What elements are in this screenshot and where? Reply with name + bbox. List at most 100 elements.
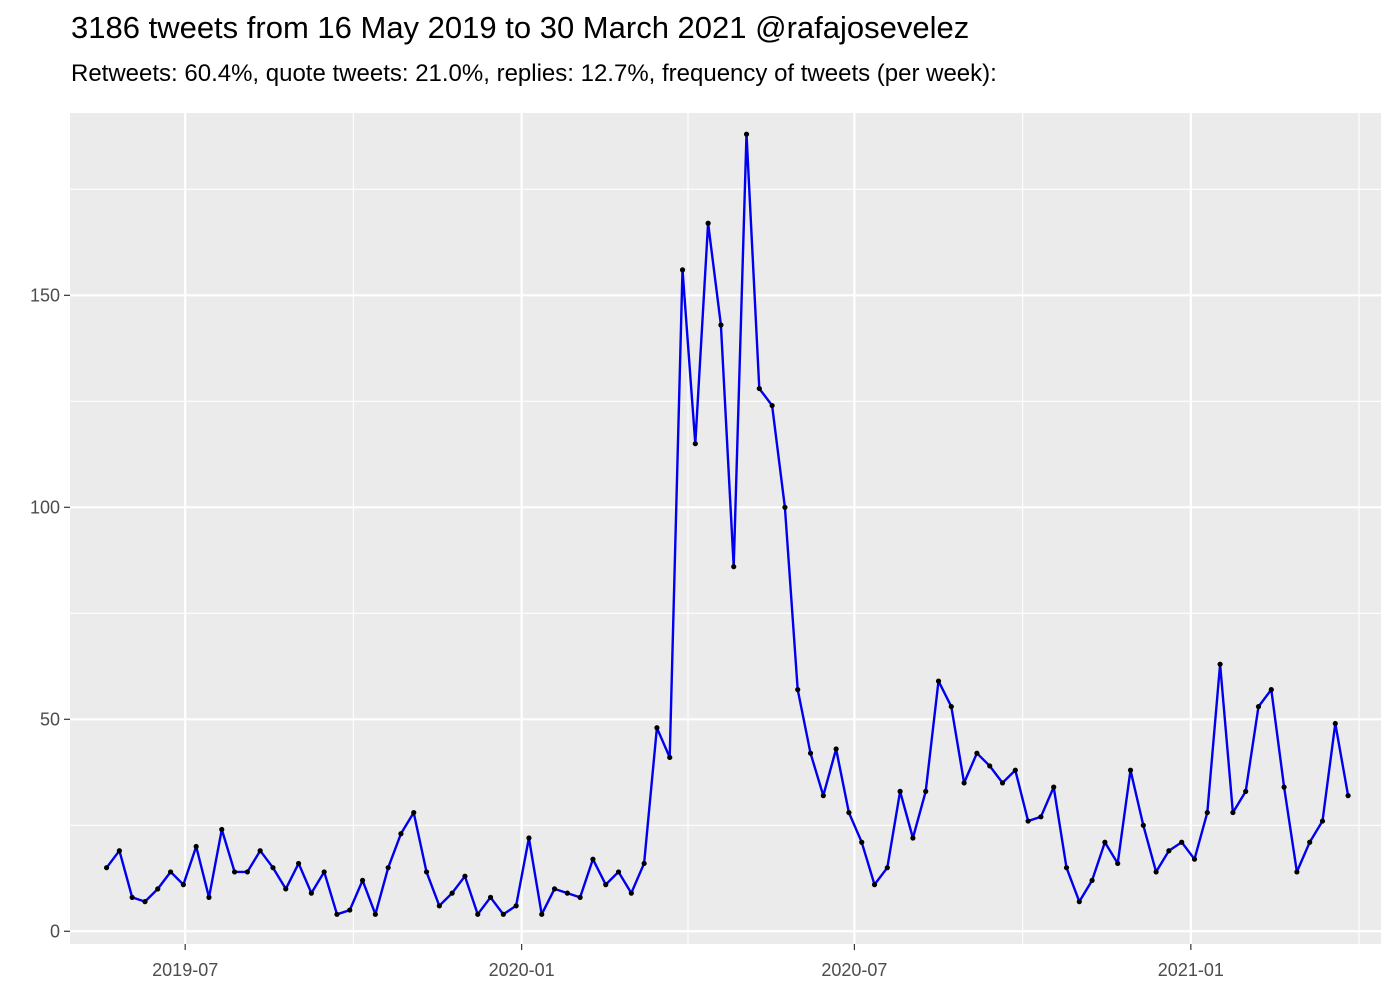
data-point	[500, 911, 506, 917]
data-point	[1281, 784, 1287, 790]
data-point	[999, 780, 1006, 786]
data-point	[1332, 720, 1338, 727]
data-point	[1089, 877, 1095, 884]
data-point	[846, 809, 852, 816]
data-point	[206, 894, 212, 900]
data-point	[308, 890, 314, 896]
data-point	[667, 754, 673, 761]
data-point	[1140, 822, 1146, 828]
data-point	[436, 903, 442, 909]
data-point	[769, 402, 775, 409]
data-point	[1319, 818, 1326, 824]
x-tick-label-2020-01: 2020-01	[489, 960, 555, 980]
data-point	[193, 843, 199, 850]
data-point	[603, 882, 609, 888]
data-point	[1191, 856, 1198, 862]
data-point	[244, 869, 250, 875]
data-point	[283, 886, 289, 892]
data-point	[1230, 809, 1236, 816]
data-point	[513, 903, 519, 909]
data-point	[1255, 703, 1262, 710]
data-point	[1204, 809, 1210, 816]
data-point	[577, 894, 583, 900]
data-point	[987, 763, 993, 769]
data-point	[475, 911, 481, 917]
data-point	[1115, 860, 1121, 867]
plot-panel	[70, 113, 1381, 944]
data-point	[1268, 687, 1274, 693]
data-point	[807, 750, 814, 756]
data-point	[692, 441, 698, 447]
data-point	[129, 894, 135, 900]
axis-ticks: 0 50 100 150 2019-07 2020-01 2020-07 2021-01	[30, 285, 1224, 980]
major-gridlines	[70, 113, 1381, 944]
data-point	[1051, 784, 1057, 790]
data-point	[411, 809, 417, 816]
data-point	[1012, 767, 1018, 773]
data-point	[961, 780, 967, 786]
data-point	[628, 890, 634, 896]
x-tick-label-2021-01: 2021-01	[1158, 960, 1224, 980]
data-point	[1307, 839, 1313, 845]
data-point	[347, 907, 353, 913]
x-tick-label-2019-07: 2019-07	[152, 960, 218, 980]
data-point	[372, 911, 378, 917]
data-point	[1063, 865, 1070, 871]
data-point	[423, 869, 430, 875]
data-point	[231, 869, 238, 875]
y-tick-label-150: 150	[30, 285, 60, 305]
data-point	[270, 865, 276, 871]
data-point	[1243, 788, 1249, 794]
data-point	[219, 826, 225, 833]
data-point	[295, 860, 302, 867]
data-point	[935, 678, 942, 684]
data-point	[743, 131, 750, 137]
data-point	[167, 869, 174, 875]
data-point	[526, 835, 532, 841]
data-point	[539, 911, 545, 917]
data-point	[795, 687, 801, 693]
data-point	[948, 703, 954, 710]
data-point	[1076, 899, 1082, 905]
data-point	[116, 848, 122, 854]
data-point	[1102, 839, 1108, 845]
data-point	[155, 886, 161, 892]
data-point	[718, 322, 724, 328]
chart-subtitle: Retweets: 60.4%, quote tweets: 21.0%, re…	[71, 60, 997, 87]
data-point	[398, 831, 404, 837]
data-point	[705, 220, 711, 226]
data-point	[615, 869, 622, 875]
series-line	[105, 132, 1350, 916]
data-point	[1294, 869, 1300, 875]
data-point	[462, 873, 468, 879]
y-tick-label-50: 50	[40, 709, 60, 729]
data-point	[359, 877, 366, 884]
series-group	[103, 131, 1351, 917]
data-point	[756, 385, 762, 392]
data-point	[654, 725, 660, 731]
chart-title: 3186 tweets from 16 May 2019 to 30 March…	[71, 10, 970, 45]
data-point	[1025, 818, 1031, 824]
data-point	[833, 746, 839, 752]
data-point	[731, 564, 737, 570]
data-point	[321, 869, 327, 875]
data-point	[923, 788, 929, 794]
data-point	[564, 890, 570, 896]
data-point	[871, 882, 878, 888]
y-tick-label-0: 0	[50, 921, 60, 941]
data-point	[103, 865, 110, 871]
data-point	[449, 890, 455, 896]
x-tick-label-2020-07: 2020-07	[821, 960, 887, 980]
data-point	[180, 882, 186, 888]
data-point	[1179, 839, 1185, 845]
data-point	[1217, 661, 1223, 667]
data-point	[590, 856, 596, 862]
data-point	[1166, 848, 1172, 854]
data-point	[782, 504, 788, 510]
data-point	[1345, 793, 1351, 799]
data-point	[1153, 869, 1159, 875]
data-point	[641, 860, 647, 867]
y-tick-label-100: 100	[30, 497, 60, 517]
data-point	[897, 788, 903, 794]
